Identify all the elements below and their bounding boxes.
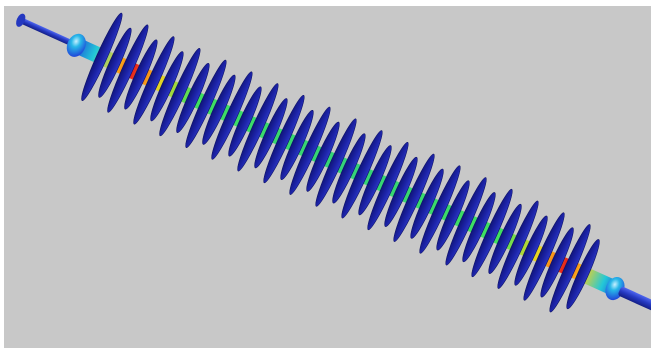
right-end-fitting [618, 287, 651, 316]
shed-disc [228, 86, 262, 157]
shed-disc [549, 224, 591, 313]
shed-disc [176, 62, 210, 133]
shed-disc [566, 239, 600, 310]
shed-disc [393, 153, 435, 242]
shed-disc [289, 106, 331, 195]
shed-disc [384, 156, 418, 227]
shed-disc [419, 165, 461, 254]
insulator-render [16, 12, 651, 316]
shed-disc [436, 180, 470, 251]
shed-disc [263, 94, 305, 184]
shed-disc [306, 121, 340, 192]
shed-disc [98, 27, 132, 98]
shed-disc [150, 51, 184, 122]
left-end-bulb [66, 33, 86, 57]
render-viewport [4, 6, 651, 348]
shed-disc [358, 145, 392, 216]
shed-disc [211, 71, 253, 160]
shed-disc [488, 203, 522, 274]
shed-disc [254, 98, 288, 169]
shed-disc [133, 36, 175, 125]
shed-disc [497, 200, 539, 289]
shed-disc [523, 212, 565, 301]
shed-disc [471, 188, 513, 278]
shed-disc [410, 168, 444, 239]
shed-disc [540, 227, 574, 298]
shed-disc [445, 177, 487, 266]
shed-disc [341, 130, 383, 219]
shed-disc [159, 47, 201, 137]
shed-disc [514, 215, 548, 286]
shed-disc [237, 83, 279, 172]
shed-disc [332, 133, 366, 204]
left-end-fitting [16, 13, 75, 47]
shed-disc [185, 59, 227, 148]
shed-stack [81, 12, 600, 313]
shed-disc [315, 118, 357, 207]
shed-disc [280, 109, 314, 180]
shed-disc [367, 141, 409, 231]
shed-disc [202, 74, 236, 145]
shed-disc [124, 39, 158, 110]
shed-disc [462, 192, 496, 263]
